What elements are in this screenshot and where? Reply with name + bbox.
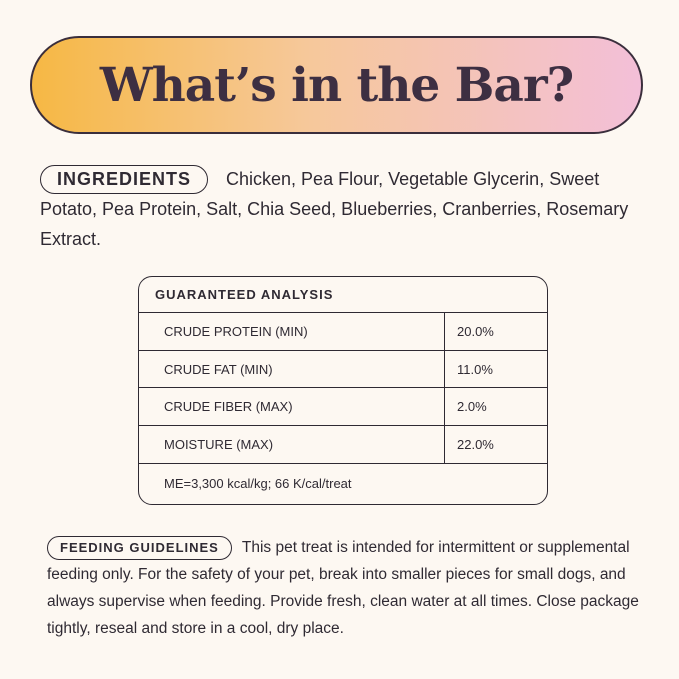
row-label: CRUDE FIBER (MAX) — [139, 388, 445, 426]
row-label: CRUDE PROTEIN (MIN) — [139, 313, 445, 350]
row-value: 11.0% — [457, 361, 493, 377]
table-row: MOISTURE (MAX) 22.0% — [139, 426, 547, 464]
ingredients-label: INGREDIENTS — [40, 165, 209, 194]
table-row: CRUDE FIBER (MAX) 2.0% — [139, 388, 547, 427]
row-value: 22.0% — [457, 437, 494, 453]
ingredients-text: Chicken, Pea Flour, Vegetable Glycerin, … — [40, 169, 629, 249]
feeding-text: This pet treat is intended for intermitt… — [47, 539, 639, 637]
table-footer: ME=3,300 kcal/kg; 66 K/cal/treat — [164, 475, 352, 491]
ingredients-section: INGREDIENTS Chicken, Pea Flour, Vegetable… — [40, 164, 640, 254]
page-title: What’s in the Bar? — [99, 57, 574, 113]
row-label: CRUDE FAT (MIN) — [139, 350, 445, 388]
table-row: CRUDE FAT (MIN) 11.0% — [139, 350, 547, 389]
feeding-section: FEEDING GUIDELINES This pet treat is inte… — [47, 534, 647, 642]
row-value: 20.0% — [457, 324, 494, 339]
table-heading: GUARANTEED ANALYSIS — [139, 277, 547, 313]
feeding-label: FEEDING GUIDELINES — [47, 536, 232, 560]
row-label: MOISTURE (MAX) — [139, 426, 445, 463]
title-banner: What’s in the Bar? — [30, 36, 643, 134]
guaranteed-analysis-table: GUARANTEED ANALYSIS CRUDE PROTEIN (MIN) 2… — [138, 276, 548, 505]
row-value: 2.0% — [457, 399, 487, 415]
table-row: CRUDE PROTEIN (MIN) 20.0% — [139, 313, 547, 351]
